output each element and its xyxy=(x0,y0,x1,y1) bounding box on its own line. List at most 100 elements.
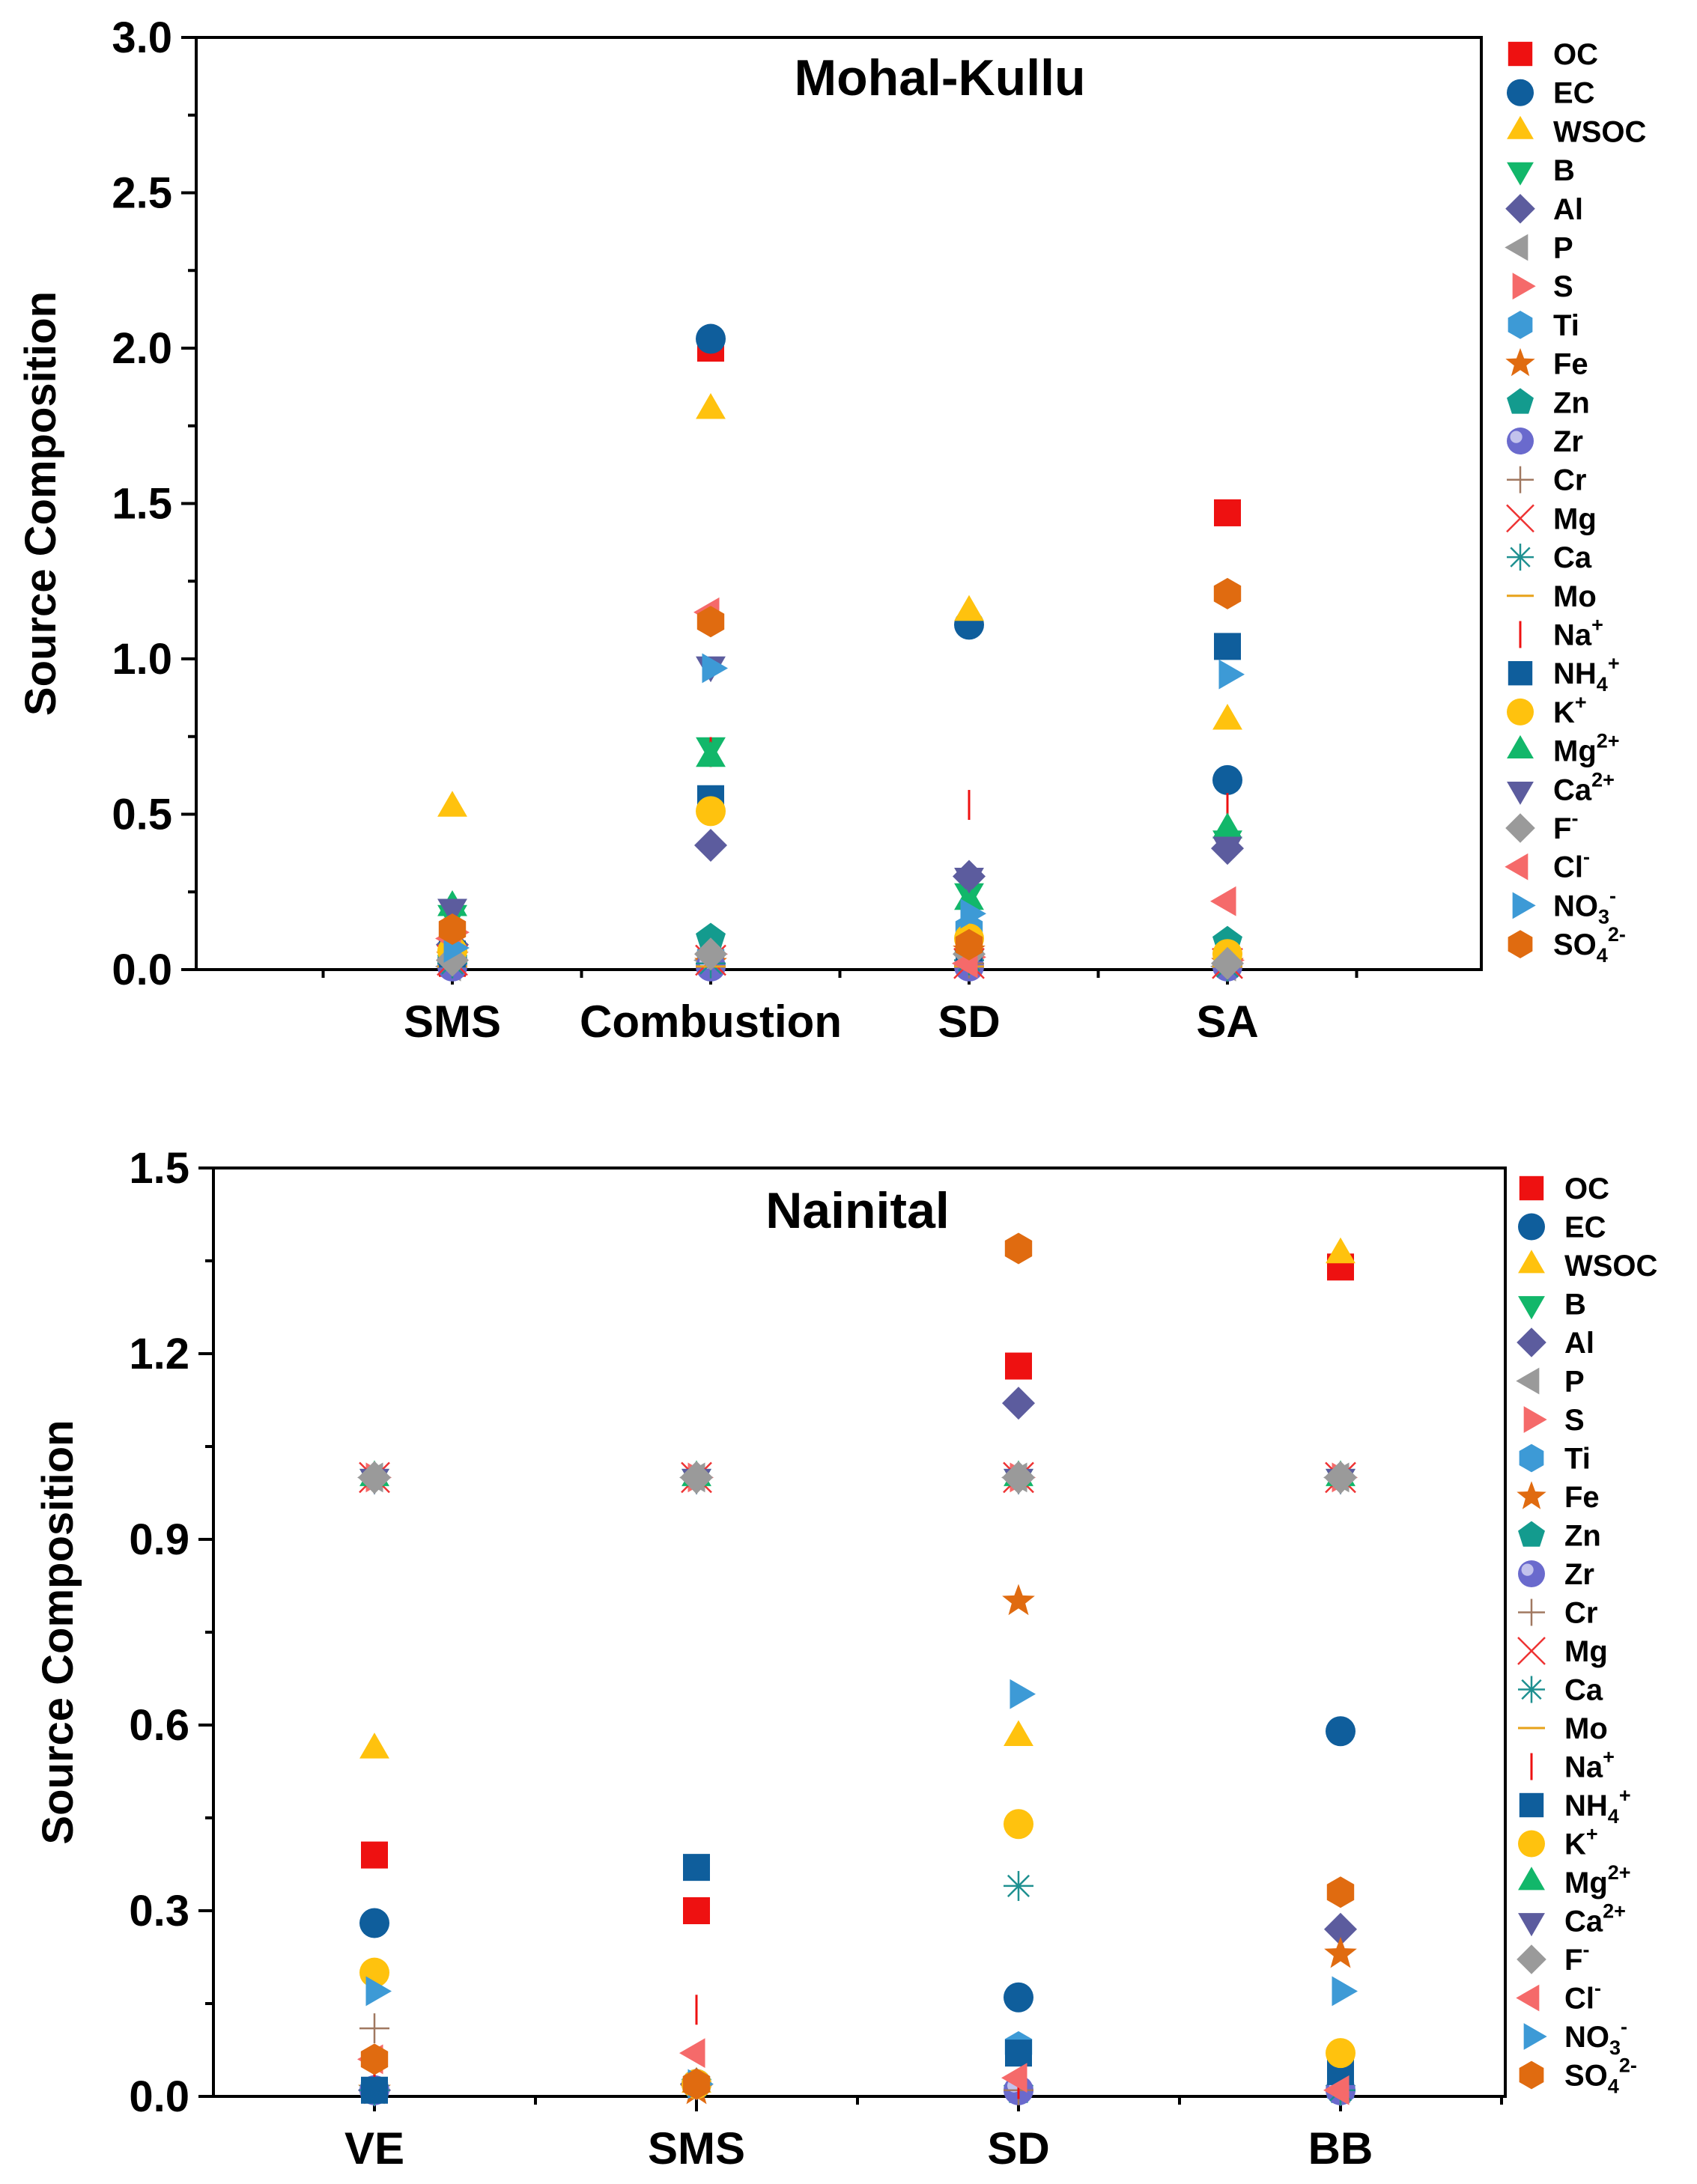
legend-item-mg: Mg xyxy=(1517,1635,1608,1668)
mohalminuskullu-ytick-label: 2.0 xyxy=(112,324,172,373)
legend-marker-s xyxy=(1523,1406,1547,1433)
legend-item-mg: Mg xyxy=(1506,502,1597,535)
legend-marker-b xyxy=(1518,1296,1545,1320)
legend-label-mo: Mo xyxy=(1564,1712,1608,1745)
legend-label-cr: Cr xyxy=(1553,464,1586,497)
point-al-bb xyxy=(1324,1912,1357,1946)
point-nh4plus-ve xyxy=(361,2076,388,2104)
point-no3minus-sd xyxy=(1010,1679,1036,1709)
nainital-ytick-label: 0.3 xyxy=(129,1887,189,1935)
legend-marker-ti xyxy=(1508,311,1533,339)
legend-label-ec: EC xyxy=(1564,1211,1606,1244)
point-kplus-sd xyxy=(1004,1809,1033,1840)
legend-marker-al xyxy=(1505,194,1535,224)
legend-item-no3minus: NO3- xyxy=(1523,2016,1627,2059)
legend-label-s: S xyxy=(1564,1404,1585,1437)
legend-label-clminus: Cl- xyxy=(1564,1977,1601,2016)
legend-item-clminus: Cl- xyxy=(1505,846,1590,884)
legend-marker-ca2plus xyxy=(1518,1913,1545,1937)
legend-marker-cr xyxy=(1507,466,1534,493)
legend-marker-ca xyxy=(1507,544,1534,571)
legend-item-b: B xyxy=(1507,154,1575,187)
legend-marker-zn xyxy=(1518,1521,1545,1547)
legend-label-b: B xyxy=(1553,154,1575,187)
legend-item-zn: Zn xyxy=(1518,1520,1601,1553)
legend-label-mo: Mo xyxy=(1553,580,1597,613)
legend-marker-kplus xyxy=(1507,698,1534,726)
point-ec-sa xyxy=(1212,764,1242,795)
legend-item-wsoc: WSOC xyxy=(1507,115,1646,148)
legend-marker-cr xyxy=(1518,1599,1545,1626)
legend-marker-s xyxy=(1512,273,1536,300)
legend-item-naplus: Na+ xyxy=(1519,614,1603,652)
legend-item-mg2plus: Mg2+ xyxy=(1507,730,1620,768)
legend-item-nh4plus: NH4+ xyxy=(1508,652,1620,696)
nainital-ytick-label: 0.9 xyxy=(129,1515,189,1564)
legend-label-oc: OC xyxy=(1553,38,1598,71)
point-mg2plus-sa xyxy=(1212,812,1242,839)
point-ec-combustion xyxy=(696,323,726,354)
mohalminuskullu-category-label-sms: SMS xyxy=(404,997,501,1047)
legend-marker-so42minus xyxy=(1519,2060,1544,2090)
legend-label-no3minus: NO3- xyxy=(1564,2016,1627,2059)
nainital-data-points xyxy=(357,1232,1358,2107)
mohalminuskullu-category-label-sa: SA xyxy=(1196,997,1258,1047)
legend-marker-al xyxy=(1517,1327,1546,1357)
nainital-legend: OC EC WSOC B Al PS Ti Fe Zn Zr Cr Mg Ca MoNa+NH4+K+Mg… xyxy=(1516,1172,1657,2098)
legend-item-so42minus: SO42- xyxy=(1519,2054,1637,2098)
legend-item-so42minus: SO42- xyxy=(1508,923,1626,967)
legend-label-nh4plus: NH4+ xyxy=(1553,652,1620,696)
legend-item-ca: Ca xyxy=(1518,1674,1603,1707)
chart-nainital: 0.0 0.3 0.6 0.9 1.2 1.5 VE SMS SD BB Source Compos… xyxy=(34,1144,1657,2174)
legend-marker-mg2plus xyxy=(1507,734,1534,758)
legend-marker-wsoc xyxy=(1518,1250,1545,1274)
point-ca2plus-sa xyxy=(1212,836,1242,863)
legend-marker-b xyxy=(1507,162,1534,186)
legend-marker-p xyxy=(1516,1367,1540,1395)
legend-label-mg: Mg xyxy=(1564,1635,1608,1668)
legend-marker-mg xyxy=(1506,504,1534,533)
legend-label-cr: Cr xyxy=(1564,1597,1597,1630)
legend-marker-ca xyxy=(1518,1676,1545,1703)
point-oc-sms xyxy=(683,1897,710,1924)
point-so42minus-combustion xyxy=(696,606,725,638)
legend-label-ca: Ca xyxy=(1564,1674,1603,1707)
legend-label-zn: Zn xyxy=(1553,386,1590,419)
point-no3minus-sd xyxy=(960,898,986,929)
point-so42minus-sa xyxy=(1213,577,1242,609)
legend-label-clminus: Cl- xyxy=(1553,846,1590,884)
legend-marker-fminus xyxy=(1517,1944,1546,1974)
legend-label-mg2plus: Mg2+ xyxy=(1553,730,1620,768)
nainital-category-label-ve: VE xyxy=(344,2123,404,2174)
legend-label-al: Al xyxy=(1564,1327,1594,1360)
legend-label-ca2plus: Ca2+ xyxy=(1564,1900,1626,1938)
legend-label-zr: Zr xyxy=(1553,425,1583,458)
point-oc-ve xyxy=(361,1841,388,1869)
legend-marker-kplus xyxy=(1518,1830,1545,1858)
mohalminuskullu-legend: OC EC WSOC B Al PS Ti Fe Zn Zr Cr Mg Ca MoNa+NH4+K+Mg… xyxy=(1505,38,1646,967)
point-cr-ve xyxy=(359,2013,389,2044)
legend-marker-ec xyxy=(1518,1213,1545,1241)
mohalminuskullu-category-label-combustion: Combustion xyxy=(580,997,842,1047)
point-no3minus-bb xyxy=(1332,1976,1358,2007)
legend-marker-zn xyxy=(1507,388,1534,414)
legend-marker-nh4plus xyxy=(1519,1792,1544,1818)
legend-marker-wsoc xyxy=(1507,115,1534,139)
legend-label-naplus: Na+ xyxy=(1564,1746,1615,1784)
legend-label-nh4plus: NH4+ xyxy=(1564,1784,1631,1828)
point-fe-sd xyxy=(1002,1584,1035,1616)
point-fminus-combustion xyxy=(694,937,727,971)
point-so42minus-bb xyxy=(1326,1876,1355,1908)
legend-label-fe: Fe xyxy=(1553,348,1588,381)
legend-label-fminus: F- xyxy=(1564,1938,1589,1977)
legend-marker-p xyxy=(1505,234,1528,261)
mohalminuskullu-category-label-sd: SD xyxy=(938,997,1000,1047)
legend-item-fe: Fe xyxy=(1517,1481,1600,1514)
point-wsoc-sa xyxy=(1212,704,1242,730)
legend-item-wsoc: WSOC xyxy=(1518,1250,1657,1283)
mohalminuskullu-ytick-label: 1.5 xyxy=(112,480,172,529)
mohalminuskullu-chart-title: Mohal-Kullu xyxy=(794,49,1085,106)
legend-item-al: Al xyxy=(1505,193,1583,226)
point-fminus-sd xyxy=(1002,1461,1035,1494)
legend-label-wsoc: WSOC xyxy=(1564,1250,1657,1283)
